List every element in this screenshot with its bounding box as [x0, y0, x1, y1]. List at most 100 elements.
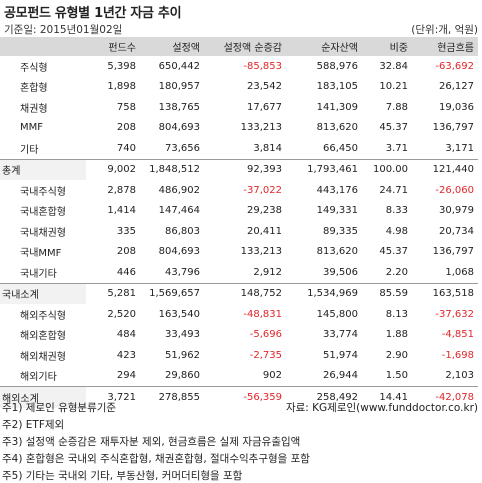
cell-value: -2,735 [249, 349, 282, 361]
row-label: 채권형 [20, 103, 48, 115]
cell-value: -42,078 [412, 386, 478, 408]
cell-value: 1,414 [107, 205, 136, 217]
note-4: 주4) 혼합형은 국내외 주식혼합형, 채권혼합형, 절대수익추구형을 포함 [2, 453, 310, 465]
cell-value: -85,853 [243, 60, 282, 72]
cell-value: 26,127 [439, 81, 474, 93]
cell-value: 133,213 [240, 246, 282, 258]
cell-value: 3,721 [86, 386, 140, 408]
cell-value: 1,793,461 [286, 158, 362, 180]
cell-value: 2,520 [107, 308, 136, 320]
table-row: 해외주식형 2,520 163,540 -48,831 145,800 8.13 -37,6… [0, 304, 478, 325]
cell-value: 2,912 [253, 266, 282, 278]
date-label: 기준일: 2015년01월02일 [4, 24, 123, 36]
row-label: 혼합형 [20, 83, 48, 95]
cell-value: 163,518 [412, 282, 478, 304]
cell-value: 7.88 [385, 101, 408, 113]
cell-value: 145,800 [316, 308, 358, 320]
cell-value: 423 [116, 349, 136, 361]
cell-value: 85.59 [362, 282, 412, 304]
cell-value: 180,957 [158, 81, 200, 93]
cell-value: 39,506 [323, 266, 358, 278]
cell-value: 20,734 [439, 225, 474, 237]
cell-value: 208 [116, 122, 136, 134]
row-label: 국내기타 [20, 268, 57, 280]
cell-value: -26,060 [435, 184, 474, 196]
cell-value: 9,002 [86, 158, 140, 180]
cell-value: -4,851 [441, 329, 474, 341]
row-label: 기타 [20, 144, 39, 156]
cell-value: 208 [116, 246, 136, 258]
cell-value: 17,677 [247, 101, 282, 113]
cell-value: 149,331 [316, 205, 358, 217]
cell-value: 486,902 [158, 184, 200, 196]
cell-value: 813,620 [316, 122, 358, 134]
cell-value: 86,803 [165, 225, 200, 237]
cell-value: 258,492 [286, 386, 362, 408]
cell-value: 33,774 [323, 329, 358, 341]
table-row: 국내기타 446 43,796 2,912 39,506 2.20 1,068 [0, 262, 478, 283]
unit-label: (단위:개, 억원) [411, 24, 478, 36]
cell-value: 148,752 [204, 282, 286, 304]
row-label: 해외채권형 [20, 351, 66, 363]
cell-value: 23,542 [247, 81, 282, 93]
row-label: 국내주식형 [20, 186, 66, 198]
row-label: 국내혼합형 [20, 207, 66, 219]
cell-value: 29,238 [247, 205, 282, 217]
cell-value: 278,855 [140, 386, 204, 408]
cell-value: 1,068 [445, 266, 474, 278]
cell-value: 92,393 [204, 158, 286, 180]
cell-value: 73,656 [165, 142, 200, 154]
table-header-row: 펀드수 설정액 설정액 순증감 순자산액 비중 현금흐름 [0, 37, 478, 56]
cell-value: 1,898 [107, 81, 136, 93]
table-row: 기타 740 73,656 3,814 66,450 3.71 3,171 [0, 138, 478, 159]
cell-value: 650,442 [158, 60, 200, 72]
table-row: MMF 208 804,693 133,213 813,620 45.37 136,797 [0, 118, 478, 139]
cell-value: 2,103 [445, 370, 474, 382]
cell-value: 335 [116, 225, 136, 237]
row-label: 국내소계 [0, 282, 86, 304]
cell-value: 24.71 [379, 184, 408, 196]
note-5: 주5) 기타는 국내외 기타, 부동산형, 커머더티형을 포함 [2, 470, 243, 482]
cell-value: 133,213 [240, 122, 282, 134]
cell-value: 5,281 [86, 282, 140, 304]
table-body: 주식형 5,398 650,442 -85,853 588,976 32.84 -63,69… [0, 56, 478, 408]
cell-value: 1.88 [385, 329, 408, 341]
row-label: 총계 [0, 158, 86, 180]
cell-value: -48,831 [243, 308, 282, 320]
table-row: 혼합형 1,898 180,957 23,542 183,105 10.21 26,127 [0, 77, 478, 98]
cell-value: 141,309 [316, 101, 358, 113]
table-row: 해외기타 294 29,860 902 26,944 1.50 2,103 [0, 366, 478, 387]
table-total-row: 해외소계 3,721 278,855 -56,359 258,492 14.41 -42,0… [0, 386, 478, 408]
cell-value: 1,848,512 [140, 158, 204, 180]
row-label: 국내채권형 [20, 227, 66, 239]
table-row: 국내채권형 335 86,803 20,411 89,335 4.98 20,734 [0, 221, 478, 242]
table-row: 채권형 758 138,765 17,677 141,309 7.88 19,036 [0, 97, 478, 118]
cell-value: 89,335 [323, 225, 358, 237]
cell-value: 10.21 [379, 81, 408, 93]
cell-value: 443,176 [316, 184, 358, 196]
column-header [0, 37, 86, 56]
cell-value: 121,440 [412, 158, 478, 180]
cell-value: 5,398 [107, 60, 136, 72]
cell-value: -37,632 [435, 308, 474, 320]
cell-value: 29,860 [165, 370, 200, 382]
cell-value: 183,105 [316, 81, 358, 93]
cell-value: 43,796 [165, 266, 200, 278]
column-header: 현금흐름 [412, 37, 478, 56]
cell-value: 3.71 [385, 142, 408, 154]
cell-value: 1,534,969 [286, 282, 362, 304]
cell-value: 147,464 [158, 205, 200, 217]
cell-value: 163,540 [158, 308, 200, 320]
cell-value: 33,493 [165, 329, 200, 341]
cell-value: 32.84 [379, 60, 408, 72]
sub-header: 기준일: 2015년01월02일 (단위:개, 억원) [0, 22, 482, 38]
column-header: 설정액 순증감 [204, 37, 286, 56]
fund-flow-table: 펀드수 설정액 설정액 순증감 순자산액 비중 현금흐름 주식형 5,398 650… [0, 37, 478, 408]
row-label: 해외소계 [0, 386, 86, 408]
source-label: 자료: KG제로인(www.funddoctor.co.kr) [285, 402, 478, 414]
cell-value: -63,692 [435, 60, 474, 72]
cell-value: 26,944 [323, 370, 358, 382]
cell-value: 2,878 [107, 184, 136, 196]
note-1: 주1) 제로인 유형분류기준 [2, 402, 117, 414]
cell-value: 100.00 [362, 158, 412, 180]
